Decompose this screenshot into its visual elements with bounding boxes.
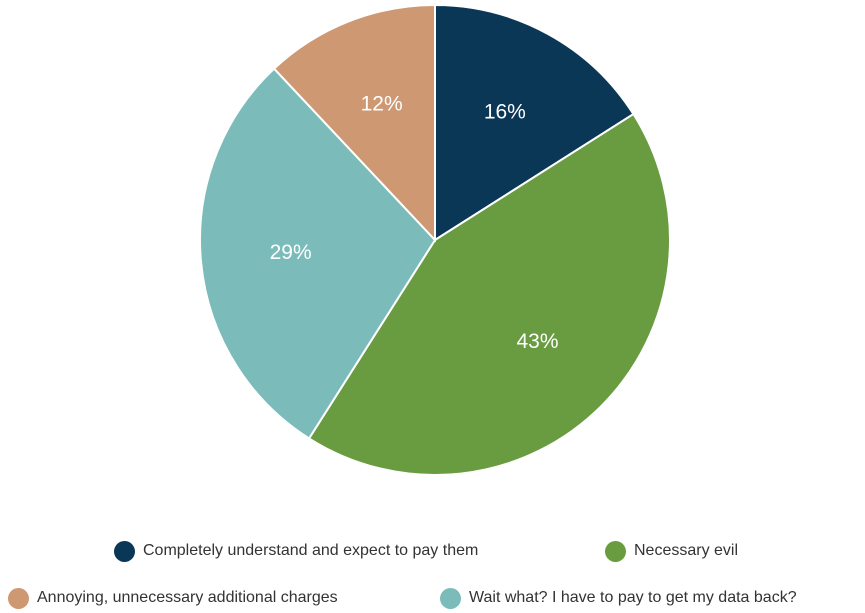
- slice-value-label-3: 12%: [361, 93, 403, 116]
- legend-swatch: [8, 587, 29, 609]
- pie-slices: [199, 3, 671, 476]
- legend-item-annoying: Annoying, unnecessary additional charges: [8, 586, 338, 610]
- pie-slice-3: [272, 3, 436, 243]
- pie-slice-0: [434, 3, 635, 242]
- legend-label: Wait what? I have to pay to get my data …: [469, 589, 797, 606]
- slice-value-label-0: 16%: [484, 100, 526, 123]
- legend-item-understand: Completely understand and expect to pay …: [114, 539, 478, 563]
- slice-value-label-2: 29%: [270, 241, 312, 264]
- slice-value-label-1: 43%: [517, 330, 559, 353]
- legend-item-wait-what: Wait what? I have to pay to get my data …: [440, 586, 797, 610]
- legend-swatch: [114, 540, 135, 562]
- pie-slice-1: [307, 112, 671, 476]
- legend-item-necessary-evil: Necessary evil: [605, 539, 738, 563]
- legend-swatch: [440, 587, 461, 609]
- pie-slice-2: [199, 67, 437, 440]
- legend-swatch: [605, 540, 626, 562]
- legend-label: Necessary evil: [634, 542, 739, 559]
- legend-label: Completely understand and expect to pay …: [143, 542, 479, 559]
- pie-slice-labels: 16% 43% 29% 12%: [270, 93, 559, 353]
- legend-label: Annoying, unnecessary additional charges: [37, 589, 338, 606]
